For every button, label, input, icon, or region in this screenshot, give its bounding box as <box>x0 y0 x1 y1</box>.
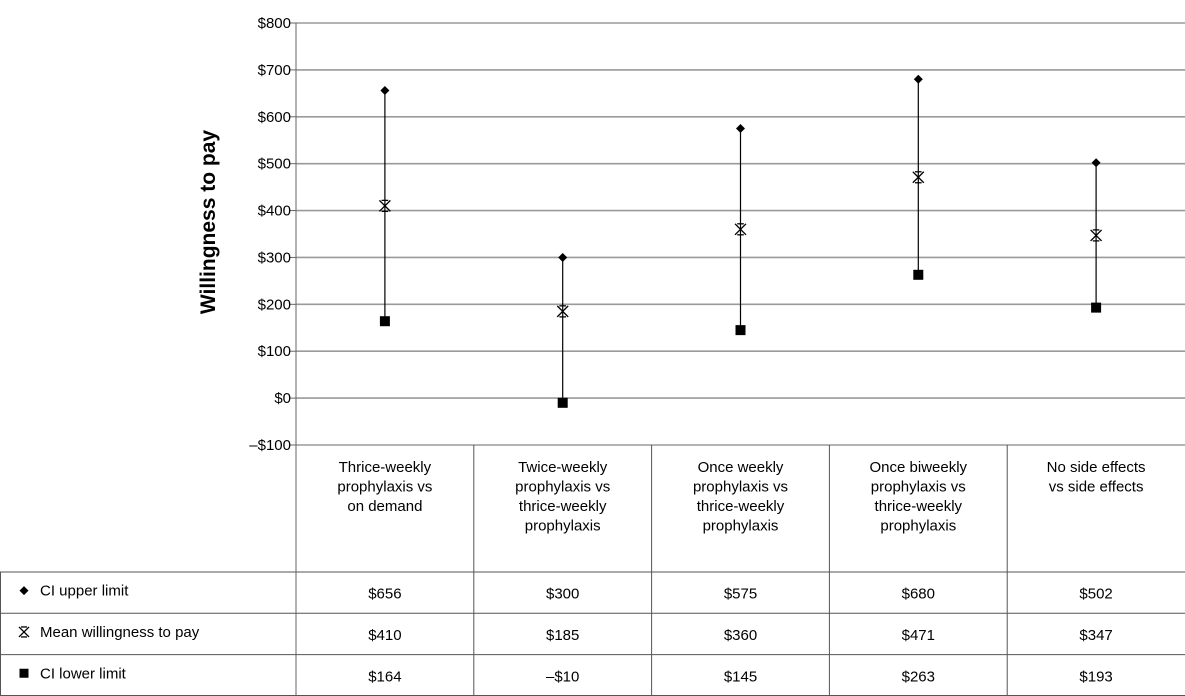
category-label: Twice-weekly <box>518 459 608 476</box>
table-cell-value: $410 <box>368 627 401 644</box>
table-cell-value: $502 <box>1079 586 1112 603</box>
table-cell-value: $360 <box>724 627 757 644</box>
table-cell-value: $145 <box>724 668 757 685</box>
category-label: No side effects <box>1047 459 1146 476</box>
y-tick-label: $100 <box>258 343 291 360</box>
y-tick-label: $600 <box>258 109 291 126</box>
mean-marker <box>556 305 569 318</box>
data-table: CI upper limit $656 $300 $575 $680 $502 Mean w… <box>18 583 1113 685</box>
legend-label: Mean willingness to pay <box>40 624 200 641</box>
category-label: Once biweekly <box>870 459 968 476</box>
y-tick-label: $800 <box>258 15 291 32</box>
category-label: thrice-weekly <box>875 498 963 515</box>
legend-ci-lower-icon <box>19 668 29 678</box>
ci-lower-marker <box>1091 302 1102 313</box>
mean-marker <box>1090 229 1103 242</box>
table-cell-value: $656 <box>368 586 401 603</box>
ci-lower-marker <box>735 325 746 336</box>
category-label: prophylaxis vs <box>337 479 432 496</box>
table-cell-value: $347 <box>1079 627 1112 644</box>
ci-lower-marker <box>379 316 390 327</box>
table-row: Mean willingness to pay $410 $185 $360 $471 $… <box>18 624 1113 644</box>
table-cell-value: –$10 <box>546 668 579 685</box>
category-label: vs side effects <box>1049 479 1144 496</box>
y-tick-label: $0 <box>274 390 291 407</box>
table-cell-value: $185 <box>546 627 579 644</box>
y-tick-label: $400 <box>258 203 291 220</box>
legend-label: CI upper limit <box>40 583 129 600</box>
category-label: on demand <box>347 498 422 515</box>
ci-lower-marker <box>557 397 568 408</box>
y-tick-label: $200 <box>258 296 291 313</box>
legend-mean-icon <box>18 626 30 638</box>
table-cell-value: $575 <box>724 586 757 603</box>
category-label: prophylaxis vs <box>693 479 788 496</box>
mean-marker <box>734 223 747 236</box>
table-cell-value: $263 <box>902 668 935 685</box>
ci-upper-marker <box>558 252 568 262</box>
category-label: thrice-weekly <box>697 498 785 515</box>
y-tick-label: –$100 <box>249 437 291 454</box>
y-axis-label: Willingness to pay <box>197 130 220 314</box>
category-label: prophylaxis <box>880 518 956 535</box>
category-label: prophylaxis vs <box>515 479 610 496</box>
ci-lower-marker <box>913 269 924 280</box>
mean-marker <box>912 171 925 184</box>
ci-upper-marker <box>736 124 745 133</box>
table-cell-value: $471 <box>902 627 935 644</box>
category-label: prophylaxis vs <box>871 479 966 496</box>
table-cell-value: $193 <box>1079 668 1112 685</box>
table-cell-value: $164 <box>368 668 401 685</box>
table-cell-value: $300 <box>546 586 579 603</box>
y-tick-label: $300 <box>258 249 291 266</box>
category-label: prophylaxis <box>703 518 779 535</box>
category-label: Once weekly <box>698 459 784 476</box>
mean-marker <box>378 199 391 213</box>
ci-upper-marker <box>1091 158 1101 168</box>
legend-label: CI lower limit <box>40 665 127 682</box>
table-row: CI lower limit $164 –$10 $145 $263 $193 <box>19 665 1113 685</box>
category-label: prophylaxis <box>525 518 601 535</box>
category-label: Thrice-weekly <box>339 459 432 476</box>
category-label: thrice-weekly <box>519 498 607 515</box>
table-cell-value: $680 <box>902 586 935 603</box>
data-markers <box>378 74 1103 408</box>
category-labels: Thrice-weekly prophylaxis vs on demand Twic… <box>337 459 1145 535</box>
y-axis <box>290 22 297 696</box>
legend-ci-upper-icon <box>19 586 29 596</box>
table-row: CI upper limit $656 $300 $575 $680 $502 <box>19 583 1113 603</box>
y-tick-label: $500 <box>258 156 291 173</box>
ci-upper-marker <box>380 86 390 96</box>
ci-upper-marker <box>913 74 923 84</box>
y-tick-labels: $800 $700 $600 $500 $400 $300 $200 $100 $0 –$100 <box>249 15 291 454</box>
y-tick-label: $700 <box>258 62 291 79</box>
